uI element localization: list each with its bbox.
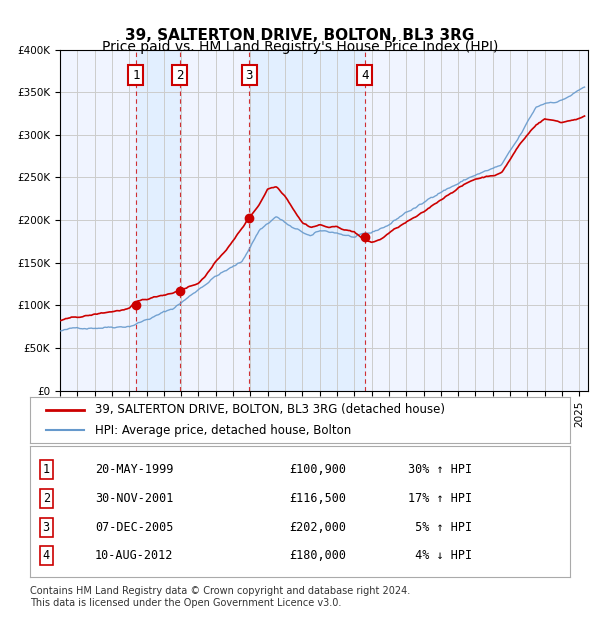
Bar <box>136 50 179 391</box>
Bar <box>249 50 365 391</box>
Text: £116,500: £116,500 <box>289 492 346 505</box>
Text: 2: 2 <box>176 69 184 82</box>
Text: 07-DEC-2005: 07-DEC-2005 <box>95 521 173 534</box>
Text: 3: 3 <box>43 521 50 534</box>
Text: 5% ↑ HPI: 5% ↑ HPI <box>408 521 472 534</box>
Text: HPI: Average price, detached house, Bolton: HPI: Average price, detached house, Bolt… <box>95 424 351 436</box>
Text: 3: 3 <box>245 69 253 82</box>
Text: Contains HM Land Registry data © Crown copyright and database right 2024.
This d: Contains HM Land Registry data © Crown c… <box>30 586 410 608</box>
Text: 1: 1 <box>43 463 50 476</box>
Text: £202,000: £202,000 <box>289 521 346 534</box>
Text: 1: 1 <box>132 69 140 82</box>
Text: 39, SALTERTON DRIVE, BOLTON, BL3 3RG (detached house): 39, SALTERTON DRIVE, BOLTON, BL3 3RG (de… <box>95 404 445 416</box>
Text: £100,900: £100,900 <box>289 463 346 476</box>
Text: 30% ↑ HPI: 30% ↑ HPI <box>408 463 472 476</box>
Text: 2: 2 <box>43 492 50 505</box>
Text: 4% ↓ HPI: 4% ↓ HPI <box>408 549 472 562</box>
Text: Price paid vs. HM Land Registry's House Price Index (HPI): Price paid vs. HM Land Registry's House … <box>102 40 498 55</box>
Text: 4: 4 <box>361 69 368 82</box>
Text: 17% ↑ HPI: 17% ↑ HPI <box>408 492 472 505</box>
Text: 10-AUG-2012: 10-AUG-2012 <box>95 549 173 562</box>
Text: 30-NOV-2001: 30-NOV-2001 <box>95 492 173 505</box>
Text: 4: 4 <box>43 549 50 562</box>
Text: £180,000: £180,000 <box>289 549 346 562</box>
Text: 39, SALTERTON DRIVE, BOLTON, BL3 3RG: 39, SALTERTON DRIVE, BOLTON, BL3 3RG <box>125 28 475 43</box>
Text: 20-MAY-1999: 20-MAY-1999 <box>95 463 173 476</box>
